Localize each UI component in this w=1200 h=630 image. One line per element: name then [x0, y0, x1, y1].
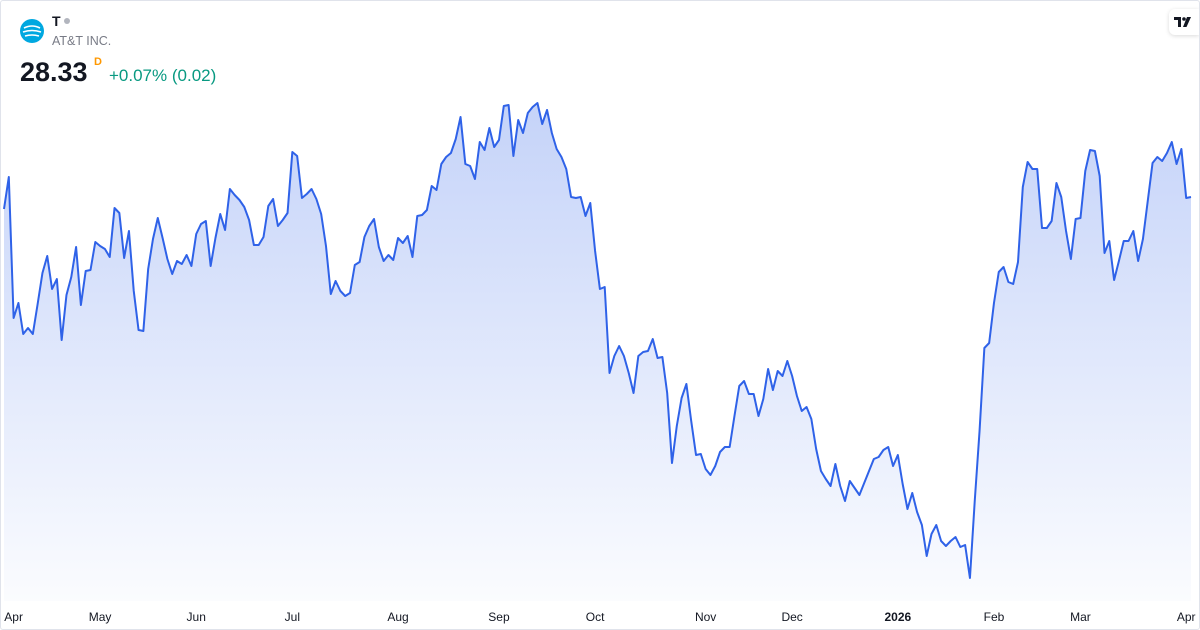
area-fill — [4, 103, 1191, 601]
x-tick-label: Sep — [488, 610, 510, 624]
x-tick-label: Dec — [781, 610, 802, 624]
x-tick-label: Mar — [1070, 610, 1091, 624]
tradingview-logo[interactable] — [1169, 9, 1199, 35]
price-change: +0.07% (0.02) — [109, 66, 217, 85]
interval: D — [94, 56, 102, 68]
company-name: AT&T INC. — [52, 34, 112, 48]
company-logo — [20, 19, 44, 43]
price-line — [3, 102, 1192, 579]
price: 28.33 — [20, 57, 88, 87]
x-tick-label: Aug — [387, 610, 408, 624]
x-tick-label: Oct — [586, 610, 605, 624]
x-tick-label: 2026 — [885, 610, 912, 624]
x-tick-label: Jul — [285, 610, 300, 624]
x-tick-label: Jun — [187, 610, 206, 624]
x-tick-label: Nov — [695, 610, 716, 624]
x-tick-label: Apr — [1177, 610, 1196, 624]
logo-icon — [1174, 17, 1191, 27]
x-tick-label: May — [89, 610, 112, 624]
status-dot — [64, 18, 70, 24]
symbol[interactable]: T — [52, 13, 61, 29]
x-tick-label: Apr — [4, 610, 23, 624]
x-tick-label: Feb — [984, 610, 1005, 624]
